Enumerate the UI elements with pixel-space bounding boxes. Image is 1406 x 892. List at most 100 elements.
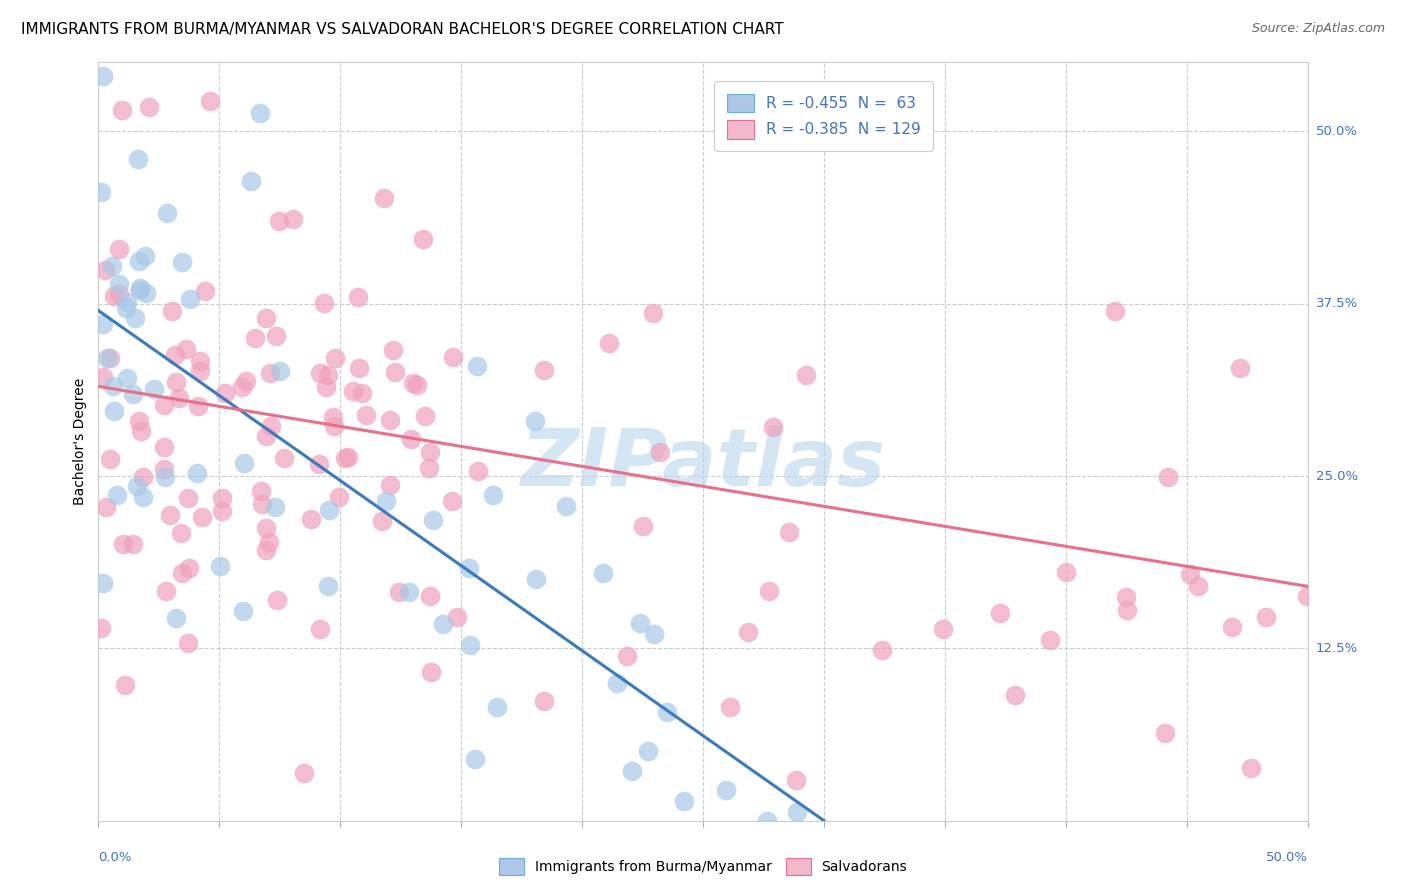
Point [1115, 590, 1137, 604]
Point [214, 385, 236, 400]
Point [176, 636, 198, 650]
Point [328, 490, 350, 504]
Point [1154, 726, 1177, 740]
Point [156, 206, 179, 220]
Point [260, 419, 283, 434]
Point [643, 627, 665, 641]
Point [269, 364, 291, 378]
Point [347, 361, 370, 376]
Point [931, 622, 953, 636]
Point [115, 370, 138, 384]
Point [159, 508, 181, 522]
Point [1157, 470, 1180, 484]
Point [419, 665, 441, 680]
Point [273, 451, 295, 466]
Point [169, 391, 191, 405]
Point [129, 281, 152, 295]
Point [132, 470, 155, 484]
Point [267, 213, 290, 227]
Point [94, 263, 117, 277]
Point [533, 694, 555, 708]
Point [1229, 361, 1251, 376]
Point [129, 424, 152, 438]
Point [643, 306, 665, 320]
Point [1295, 590, 1317, 604]
Point [375, 493, 398, 508]
Point [96, 500, 118, 514]
Point [163, 348, 186, 362]
Point [174, 342, 197, 356]
Point [177, 561, 200, 575]
Point [673, 794, 696, 808]
Point [191, 509, 214, 524]
Point [188, 364, 211, 378]
Point [257, 534, 280, 549]
Point [91, 317, 114, 331]
Point [160, 304, 183, 318]
Point [1240, 761, 1263, 775]
Point [318, 503, 340, 517]
Point [235, 375, 257, 389]
Point [402, 376, 425, 391]
Point [179, 293, 201, 307]
Point [350, 386, 373, 401]
Point [299, 512, 322, 526]
Point [378, 413, 401, 427]
Point [132, 490, 155, 504]
Point [96, 351, 118, 365]
Point [90, 621, 112, 635]
Point [872, 643, 894, 657]
Point [198, 95, 221, 109]
Point [441, 351, 464, 365]
Point [737, 625, 759, 640]
Point [458, 561, 481, 575]
Point [778, 525, 800, 540]
Point [1004, 688, 1026, 702]
Point [211, 491, 233, 505]
Point [464, 752, 486, 766]
Point [111, 103, 134, 118]
Point [373, 191, 395, 205]
Point [621, 764, 644, 778]
Point [384, 366, 406, 380]
Point [354, 408, 377, 422]
Point [256, 428, 278, 442]
Point [91, 69, 114, 83]
Point [243, 331, 266, 345]
Point [631, 519, 654, 533]
Point [342, 384, 364, 398]
Point [756, 814, 779, 828]
Point [554, 499, 576, 513]
Point [758, 583, 780, 598]
Point [657, 706, 679, 720]
Point [186, 400, 208, 414]
Point [108, 277, 131, 291]
Point [786, 805, 808, 819]
Point [193, 284, 215, 298]
Legend: Immigrants from Burma/Myanmar, Salvadorans: Immigrants from Burma/Myanmar, Salvadora… [494, 853, 912, 880]
Point [482, 488, 505, 502]
Point [101, 260, 124, 274]
Point [98, 351, 121, 365]
Point [323, 419, 346, 434]
Point [337, 450, 360, 464]
Point [105, 488, 128, 502]
Point [720, 700, 742, 714]
Point [1104, 303, 1126, 318]
Point [382, 343, 405, 357]
Point [254, 543, 277, 558]
Point [1254, 610, 1277, 624]
Point [134, 249, 156, 263]
Point [90, 186, 112, 200]
Point [309, 366, 332, 380]
Point [323, 351, 346, 365]
Point [637, 744, 659, 758]
Point [165, 376, 187, 390]
Point [125, 479, 148, 493]
Point [98, 451, 121, 466]
Text: IMMIGRANTS FROM BURMA/MYANMAR VS SALVADORAN BACHELOR'S DEGREE CORRELATION CHART: IMMIGRANTS FROM BURMA/MYANMAR VS SALVADO… [21, 22, 783, 37]
Point [122, 537, 145, 551]
Point [315, 379, 337, 393]
Point [165, 611, 187, 625]
Point [250, 483, 273, 498]
